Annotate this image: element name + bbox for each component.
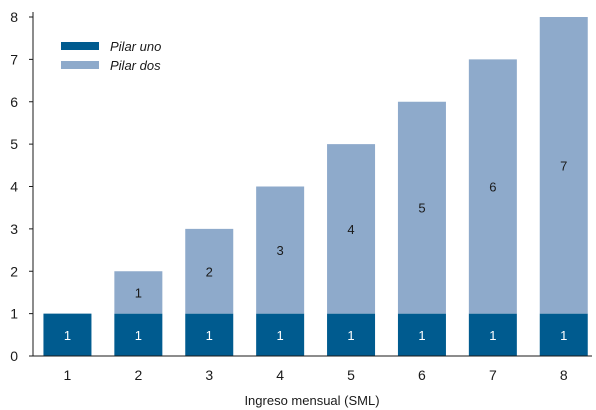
y-axis-ticks: 0 1 2 3 4 5 6 7 8 xyxy=(10,9,33,364)
bar-pilar-dos-5 xyxy=(327,144,376,314)
y-tick-label: 3 xyxy=(10,221,18,237)
bar-pilar-dos-8 xyxy=(539,17,588,314)
y-tick-label: 2 xyxy=(10,263,18,279)
data-label-pilar-uno-6: 1 xyxy=(418,328,425,343)
data-label-pilar-uno-3: 1 xyxy=(206,328,213,343)
y-tick-label: 6 xyxy=(10,94,18,110)
legend-swatch-pilar-uno xyxy=(61,42,99,50)
bar-pilar-uno-1 xyxy=(43,313,92,356)
data-label-pilar-dos-5: 4 xyxy=(347,222,354,237)
bar-pilar-uno-4 xyxy=(256,313,305,356)
y-tick-label: 1 xyxy=(10,306,18,322)
legend-swatch-pilar-dos xyxy=(61,61,99,69)
x-tick-label: 1 xyxy=(64,367,72,383)
y-tick-label: 7 xyxy=(10,51,18,67)
bar-pilar-uno-2 xyxy=(114,313,163,356)
y-tick-label: 0 xyxy=(10,348,18,364)
bars-layer xyxy=(43,17,588,356)
y-tick-label: 4 xyxy=(10,179,18,195)
data-labels-layer: 1 1 1 1 2 1 3 1 4 1 5 1 6 1 7 xyxy=(64,158,568,343)
bar-pilar-uno-5 xyxy=(327,313,376,356)
x-tick-label: 5 xyxy=(347,367,355,383)
data-label-pilar-dos-2: 1 xyxy=(135,285,142,300)
x-axis-title: Ingreso mensual (SML) xyxy=(244,393,379,408)
y-tick-label: 8 xyxy=(10,9,18,25)
bar-pilar-uno-3 xyxy=(185,313,234,356)
x-tick-label: 8 xyxy=(560,367,568,383)
bar-pilar-uno-6 xyxy=(397,313,446,356)
data-label-pilar-uno-7: 1 xyxy=(489,328,496,343)
data-label-pilar-dos-6: 5 xyxy=(418,201,425,216)
x-axis-ticks: 1 2 3 4 5 6 7 8 xyxy=(64,367,568,383)
data-label-pilar-dos-8: 7 xyxy=(560,158,567,173)
legend-label-pilar-uno: Pilar uno xyxy=(110,39,161,54)
data-label-pilar-uno-2: 1 xyxy=(135,328,142,343)
bar-pilar-dos-4 xyxy=(256,186,305,314)
data-label-pilar-dos-7: 6 xyxy=(489,180,496,195)
legend: Pilar uno Pilar dos xyxy=(61,39,161,73)
bar-pilar-dos-2 xyxy=(114,271,163,314)
y-tick-label: 5 xyxy=(10,136,18,152)
data-label-pilar-uno-8: 1 xyxy=(560,328,567,343)
legend-label-pilar-dos: Pilar dos xyxy=(110,58,161,73)
bar-pilar-dos-3 xyxy=(185,228,234,314)
x-tick-label: 3 xyxy=(205,367,213,383)
x-tick-label: 7 xyxy=(489,367,497,383)
bar-pilar-uno-8 xyxy=(539,313,588,356)
data-label-pilar-dos-4: 3 xyxy=(277,243,284,258)
data-label-pilar-uno-1: 1 xyxy=(64,328,71,343)
x-tick-label: 2 xyxy=(134,367,142,383)
bar-pilar-uno-7 xyxy=(468,313,517,356)
data-label-pilar-uno-5: 1 xyxy=(347,328,354,343)
data-label-pilar-dos-3: 2 xyxy=(206,264,213,279)
x-tick-label: 6 xyxy=(418,367,426,383)
x-tick-label: 4 xyxy=(276,367,284,383)
data-label-pilar-uno-4: 1 xyxy=(277,328,284,343)
bar-pilar-dos-6 xyxy=(397,101,446,314)
bar-pilar-dos-7 xyxy=(468,59,517,314)
